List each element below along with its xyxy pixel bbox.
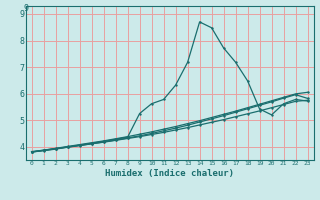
Text: 9: 9: [23, 4, 28, 13]
X-axis label: Humidex (Indice chaleur): Humidex (Indice chaleur): [105, 169, 234, 178]
